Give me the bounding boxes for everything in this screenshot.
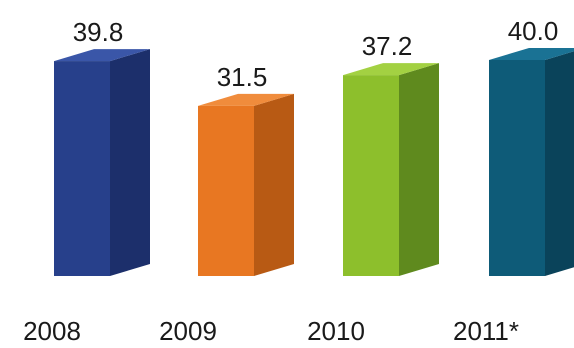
bar-side-2009 <box>254 93 294 277</box>
bar-side-2010 <box>399 63 439 277</box>
bar-2011* <box>489 60 545 276</box>
bar-side-2008 <box>110 49 150 276</box>
value-label-2008: 39.8 <box>73 17 124 47</box>
category-label-2008: 2008 <box>23 316 81 346</box>
bar-top-2008 <box>54 49 150 62</box>
bar-2010 <box>343 75 399 277</box>
value-label-2009: 31.5 <box>217 62 268 92</box>
bar-top-2010 <box>343 63 439 76</box>
bar-2008 <box>54 61 110 276</box>
value-label-2011*: 40.0 <box>508 16 559 46</box>
bars-group <box>54 48 574 277</box>
bar-2009 <box>198 105 254 277</box>
category-label-2010: 2010 <box>307 316 365 346</box>
category-labels-group: 2008 2009 2010 2011* <box>23 316 519 346</box>
bar-top-2011* <box>489 48 574 60</box>
value-labels-group: 39.8 31.5 37.2 40.0 <box>73 16 559 92</box>
category-label-2009: 2009 <box>159 316 217 346</box>
value-label-2010: 37.2 <box>362 31 413 61</box>
bar-top-2009 <box>198 93 294 106</box>
category-label-2011*: 2011* <box>453 316 519 346</box>
bar-side-2011* <box>545 51 574 276</box>
